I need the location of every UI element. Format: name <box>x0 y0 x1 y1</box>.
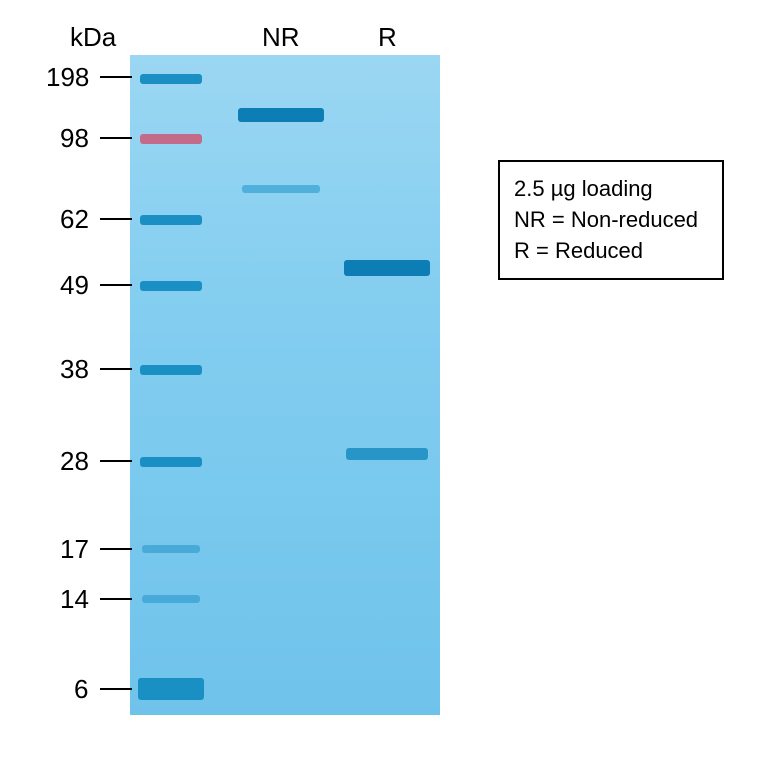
mw-tick-62 <box>100 218 132 220</box>
lane-label-nr: NR <box>262 22 300 53</box>
ladder-band-1 <box>140 134 202 144</box>
mw-label-62: 62 <box>60 204 89 235</box>
legend-box: 2.5 µg loadingNR = Non-reducedR = Reduce… <box>498 160 724 280</box>
mw-tick-98 <box>100 137 132 139</box>
mw-tick-28 <box>100 460 132 462</box>
ladder-band-0 <box>140 74 202 84</box>
ladder-band-6 <box>142 545 200 553</box>
mw-label-198: 198 <box>46 62 89 93</box>
lane-label-r: R <box>378 22 397 53</box>
mw-label-28: 28 <box>60 446 89 477</box>
nr-band-0 <box>238 108 324 122</box>
ladder-band-3 <box>140 281 202 291</box>
mw-label-17: 17 <box>60 534 89 565</box>
r-band-1 <box>346 448 428 460</box>
ladder-band-2 <box>140 215 202 225</box>
legend-line-0: 2.5 µg loading <box>514 174 708 205</box>
ladder-band-4 <box>140 365 202 375</box>
mw-tick-14 <box>100 598 132 600</box>
mw-label-98: 98 <box>60 123 89 154</box>
mw-tick-198 <box>100 76 132 78</box>
kda-unit-label: kDa <box>70 22 116 53</box>
mw-tick-6 <box>100 688 132 690</box>
gel-figure: kDa 198 98 62 49 38 28 17 14 6 NR R 2.5 µg loadin… <box>0 0 764 764</box>
gel-image <box>130 55 440 715</box>
mw-label-6: 6 <box>74 674 88 705</box>
r-band-0 <box>344 260 430 276</box>
mw-tick-17 <box>100 548 132 550</box>
legend-line-1: NR = Non-reduced <box>514 205 708 236</box>
mw-label-14: 14 <box>60 584 89 615</box>
ladder-band-5 <box>140 457 202 467</box>
legend-line-2: R = Reduced <box>514 236 708 267</box>
nr-band-1 <box>242 185 320 193</box>
ladder-band-8 <box>138 678 204 700</box>
ladder-band-7 <box>142 595 200 603</box>
mw-tick-49 <box>100 284 132 286</box>
mw-label-38: 38 <box>60 354 89 385</box>
mw-label-49: 49 <box>60 270 89 301</box>
mw-tick-38 <box>100 368 132 370</box>
